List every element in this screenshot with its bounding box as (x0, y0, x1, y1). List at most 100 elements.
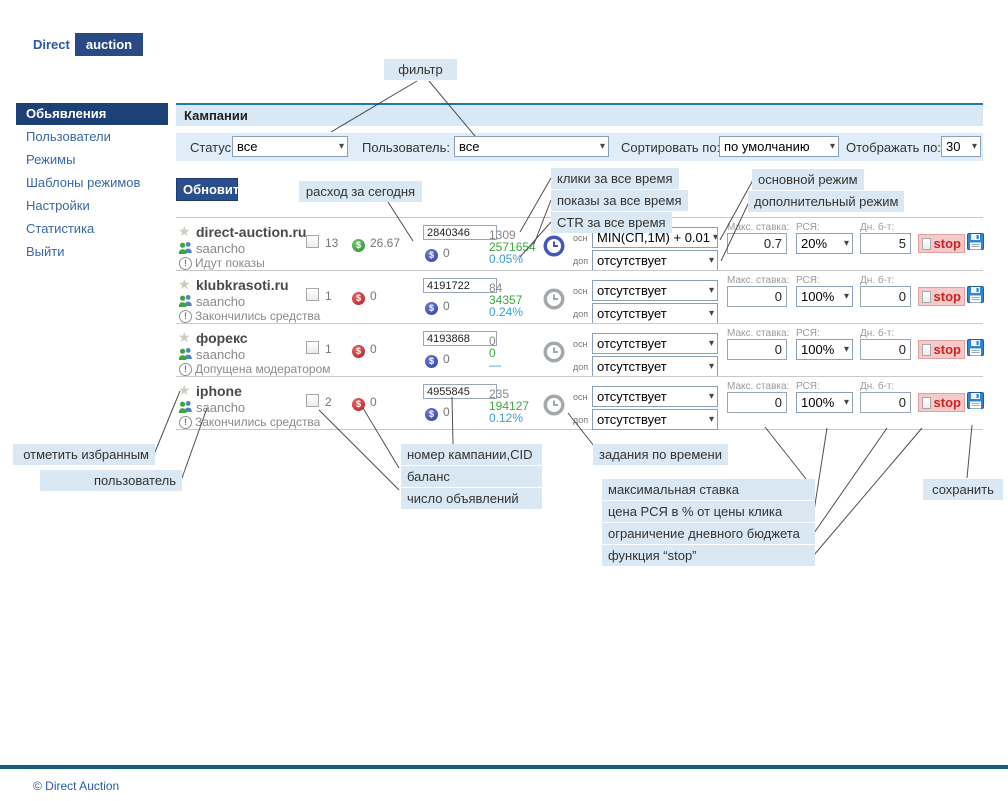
time-tasks-button[interactable] (543, 288, 565, 310)
save-button[interactable] (967, 392, 984, 409)
user-filter-value: все (459, 139, 480, 154)
annotation-impressions-alltime: показы за все время (551, 190, 688, 211)
campaign-name[interactable]: iphone (196, 383, 242, 399)
time-tasks-button[interactable] (543, 394, 565, 416)
extra-mode-select[interactable]: отсутствует ▾ (592, 303, 718, 324)
daily-budget-input[interactable] (860, 392, 911, 413)
campaign-name[interactable]: klubkrasoti.ru (196, 277, 289, 293)
extra-mode-select[interactable]: отсутствует ▾ (592, 409, 718, 430)
stop-label: stop (933, 342, 961, 357)
clock-icon (543, 394, 565, 420)
main-mode-select[interactable]: отсутствует ▾ (592, 386, 718, 407)
rsya-select[interactable]: 20% ▾ (796, 233, 853, 254)
stop-checkbox[interactable] (922, 237, 931, 250)
balance-icon: $ (352, 239, 365, 252)
clicks-alltime: 0 (489, 334, 496, 348)
chevron-down-icon: ▾ (843, 344, 849, 355)
campaign-name[interactable]: форекс (196, 330, 248, 346)
max-bid-input[interactable] (727, 339, 787, 360)
annotation-save: сохранить (923, 479, 1003, 500)
max-bid-label: Макс. ставка: (727, 328, 790, 339)
campaign-user: saancho (196, 347, 246, 362)
clock-icon (543, 235, 565, 261)
rsya-select[interactable]: 100% ▾ (796, 286, 853, 307)
select-checkbox[interactable] (306, 288, 319, 301)
sidebar-item-settings[interactable]: Настройки (26, 198, 90, 213)
refresh-button[interactable]: Обновить (176, 178, 247, 201)
spend-today-icon: $ (425, 302, 438, 315)
user-filter-select[interactable]: все ▾ (454, 136, 609, 157)
daily-budget-input[interactable] (860, 339, 911, 360)
sidebar-item-users[interactable]: Пользователи (26, 129, 111, 144)
status-filter-select[interactable]: все ▾ (232, 136, 348, 157)
sidebar-item-ads[interactable]: Обьявления (16, 103, 168, 125)
time-tasks-button[interactable] (543, 235, 565, 257)
stop-toggle[interactable]: stop (918, 340, 965, 359)
extra-mode-label: доп (573, 415, 589, 425)
save-button[interactable] (967, 233, 984, 250)
main-mode-label: осн (573, 286, 588, 296)
save-button[interactable] (967, 339, 984, 356)
max-bid-input[interactable] (727, 233, 787, 254)
page-title: Кампании (184, 108, 248, 123)
max-bid-input[interactable] (727, 286, 787, 307)
main-mode-select[interactable]: отсутствует ▾ (592, 280, 718, 301)
time-tasks-button[interactable] (543, 341, 565, 363)
impressions-alltime: 0 (489, 346, 496, 360)
stop-toggle[interactable]: stop (918, 234, 965, 253)
logo-direct: Direct (33, 37, 70, 52)
chevron-down-icon: ▾ (338, 141, 344, 152)
max-bid-label: Макс. ставка: (727, 275, 790, 286)
rsya-label: РСЯ: (796, 222, 820, 233)
stop-toggle[interactable]: stop (918, 393, 965, 412)
logo: Direct auction (33, 33, 144, 56)
annotation-ads-count: число объявлений (401, 488, 542, 509)
select-checkbox[interactable] (306, 341, 319, 354)
chevron-down-icon: ▾ (843, 291, 849, 302)
sort-filter-select[interactable]: по умолчанию ▾ (719, 136, 839, 157)
main-mode-select[interactable]: отсутствует ▾ (592, 333, 718, 354)
favorite-star-icon[interactable]: ★ (178, 223, 191, 239)
footer-divider (0, 765, 1008, 769)
daily-budget-label: Дн. б-т: (860, 328, 895, 339)
cid-input[interactable] (423, 225, 497, 240)
main-mode-label: осн (573, 392, 588, 402)
daily-budget-input[interactable] (860, 286, 911, 307)
cid-input[interactable] (423, 278, 497, 293)
favorite-star-icon[interactable]: ★ (178, 382, 191, 398)
show-filter-select[interactable]: 30 ▾ (941, 136, 981, 157)
select-checkbox[interactable] (306, 394, 319, 407)
stop-checkbox[interactable] (922, 343, 931, 356)
balance-icon: $ (352, 345, 365, 358)
rsya-select[interactable]: 100% ▾ (796, 392, 853, 413)
chevron-down-icon: ▾ (708, 308, 714, 319)
extra-mode-select[interactable]: отсутствует ▾ (592, 250, 718, 271)
chevron-down-icon: ▾ (843, 238, 849, 249)
stop-toggle[interactable]: stop (918, 287, 965, 306)
sidebar-item-logout[interactable]: Выйти (26, 244, 65, 259)
annotation-filter: фильтр (384, 59, 457, 80)
stop-checkbox[interactable] (922, 396, 931, 409)
stop-checkbox[interactable] (922, 290, 931, 303)
sidebar-item-modes[interactable]: Режимы (26, 152, 76, 167)
campaign-name[interactable]: direct-auction.ru (196, 224, 307, 240)
sidebar-item-mode-templates[interactable]: Шаблоны режимов (26, 175, 141, 190)
sidebar-item-statistics[interactable]: Статистика (26, 221, 95, 236)
favorite-star-icon[interactable]: ★ (178, 329, 191, 345)
max-bid-input[interactable] (727, 392, 787, 413)
campaign-row: ★ klubkrasoti.ru saancho ! Закончились с… (176, 270, 984, 324)
cid-input[interactable] (423, 384, 497, 399)
save-button[interactable] (967, 286, 984, 303)
daily-budget-input[interactable] (860, 233, 911, 254)
campaign-row: ★ iphone saancho ! Закончились средства … (176, 376, 984, 430)
sort-filter-value: по умолчанию (724, 139, 810, 154)
chevron-down-icon: ▾ (971, 141, 977, 152)
cid-input[interactable] (423, 331, 497, 346)
stop-label: stop (933, 395, 961, 410)
rsya-select[interactable]: 100% ▾ (796, 339, 853, 360)
rsya-label: РСЯ: (796, 328, 820, 339)
favorite-star-icon[interactable]: ★ (178, 276, 191, 292)
select-checkbox[interactable] (306, 235, 319, 248)
extra-mode-select[interactable]: отсутствует ▾ (592, 356, 718, 377)
